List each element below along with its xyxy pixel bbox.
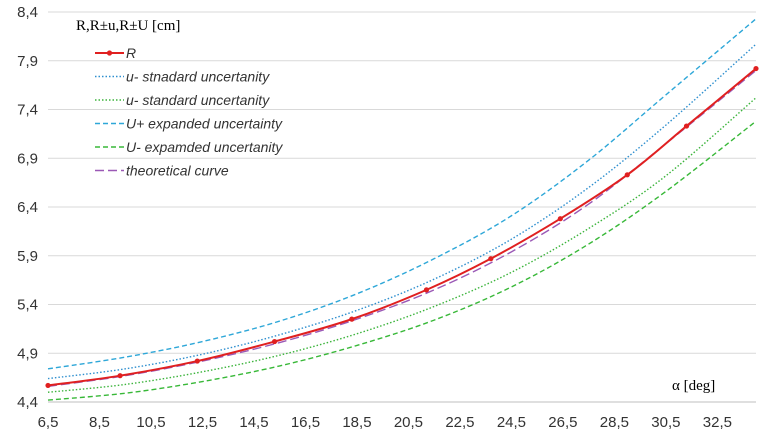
legend-label: u- standard uncertanity [126, 92, 270, 108]
data-point [488, 256, 494, 262]
legend-marker [106, 50, 113, 56]
x-tick-label: 32,5 [703, 414, 732, 431]
grid-lines [48, 11, 756, 403]
x-tick-label: 6,5 [38, 414, 59, 431]
x-tick-label: 8,5 [89, 414, 110, 431]
data-point [753, 65, 759, 72]
x-tick-label: 24,5 [497, 414, 526, 431]
legend-label: U- expamded uncertanity [126, 139, 283, 155]
y-tick-label: 5,4 [17, 297, 38, 314]
series-line-3 [47, 18, 757, 370]
legend-label: u- stnadard uncertanity [126, 69, 270, 85]
x-tick-label: 14,5 [239, 414, 268, 431]
y-tick-label: 7,4 [17, 102, 38, 119]
x-tick-label: 30,5 [651, 414, 680, 431]
x-tick-label: 18,5 [342, 414, 371, 431]
data-point [423, 287, 430, 293]
x-axis-title: α [deg] [672, 378, 715, 394]
y-axis-title: R,R±u,R±U [cm] [76, 18, 180, 34]
series-line-4 [47, 120, 757, 401]
series-line-1 [47, 43, 757, 380]
data-point [117, 373, 123, 379]
data-point [624, 172, 630, 178]
data-point [349, 316, 355, 322]
y-tick-label: 8,4 [17, 4, 38, 21]
y-tick-label: 4,4 [17, 394, 38, 411]
x-tick-label: 12,5 [188, 414, 217, 431]
x-tick-label: 26,5 [548, 414, 577, 431]
x-tick-label: 22,5 [445, 414, 474, 431]
y-tick-label: 7,9 [17, 53, 38, 70]
data-point [271, 338, 278, 345]
data-point [683, 123, 690, 129]
legend-label: U+ expanded uncertainty [126, 116, 283, 132]
y-tick-label: 6,4 [17, 199, 38, 216]
y-tick-label: 5,9 [17, 248, 38, 265]
series-layer [45, 18, 759, 401]
x-tick-label: 28,5 [600, 414, 629, 431]
data-point [557, 216, 563, 222]
tick-labels: 4,4 4,9 5,4 5,9 6,4 6,9 7,4 7,9 8,4 6,5 8,5 10,5 12,… [17, 4, 732, 431]
legend: Ru- stnadard uncertanity u- standard unce… [95, 45, 283, 179]
data-point [45, 382, 51, 389]
x-tick-label: 16,5 [291, 414, 320, 431]
legend-label: theoretical curve [126, 163, 229, 179]
legend-label: R [126, 45, 136, 61]
y-tick-label: 4,9 [17, 345, 38, 362]
x-tick-label: 20,5 [394, 414, 423, 431]
y-tick-label: 6,9 [17, 150, 38, 167]
x-tick-label: 10,5 [136, 414, 165, 431]
data-point [194, 358, 200, 364]
